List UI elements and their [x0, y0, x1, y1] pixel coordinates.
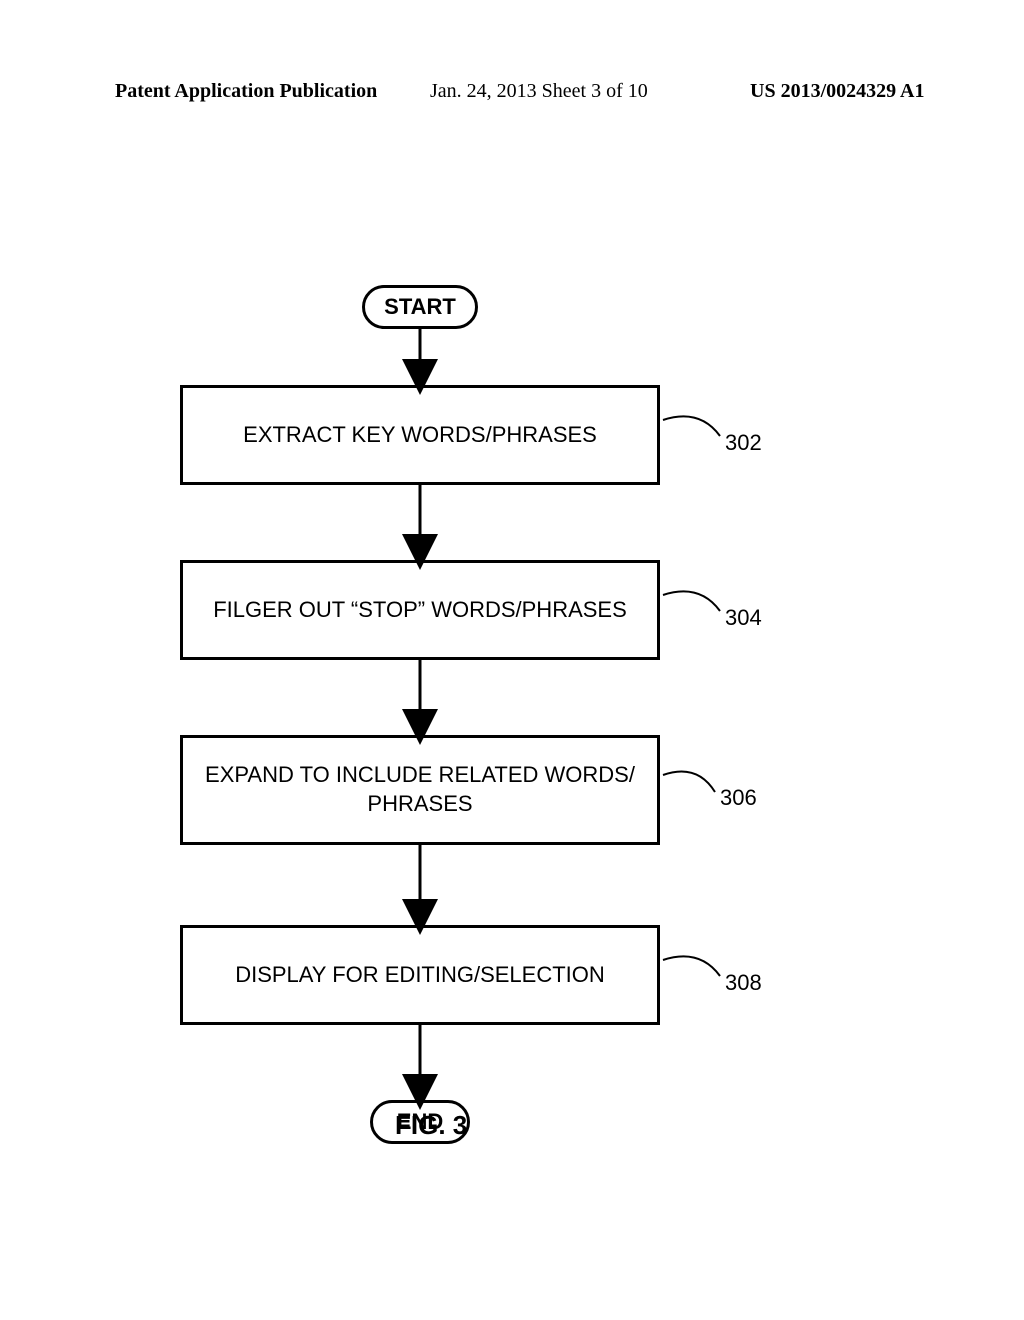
- ref-number-308: 308: [725, 970, 762, 996]
- ref-number-304: 304: [725, 605, 762, 631]
- header-right-text: US 2013/0024329 A1: [750, 80, 924, 103]
- flowchart-node-p306: EXPAND TO INCLUDE RELATED WORDS/PHRASES: [180, 735, 660, 845]
- flowchart-connectors: [0, 140, 1024, 1320]
- ref-number-306: 306: [720, 785, 757, 811]
- flowchart-node-p304: FILGER OUT “STOP” WORDS/PHRASES: [180, 560, 660, 660]
- header-mid-text: Jan. 24, 2013 Sheet 3 of 10: [430, 80, 648, 103]
- flowchart-node-p302: EXTRACT KEY WORDS/PHRASES: [180, 385, 660, 485]
- flowchart-node-p308: DISPLAY FOR EDITING/SELECTION: [180, 925, 660, 1025]
- header-left-text: Patent Application Publication: [115, 80, 377, 103]
- flowchart-node-start: START: [362, 285, 478, 329]
- figure-caption: FIG. 3: [395, 1110, 467, 1141]
- ref-number-302: 302: [725, 430, 762, 456]
